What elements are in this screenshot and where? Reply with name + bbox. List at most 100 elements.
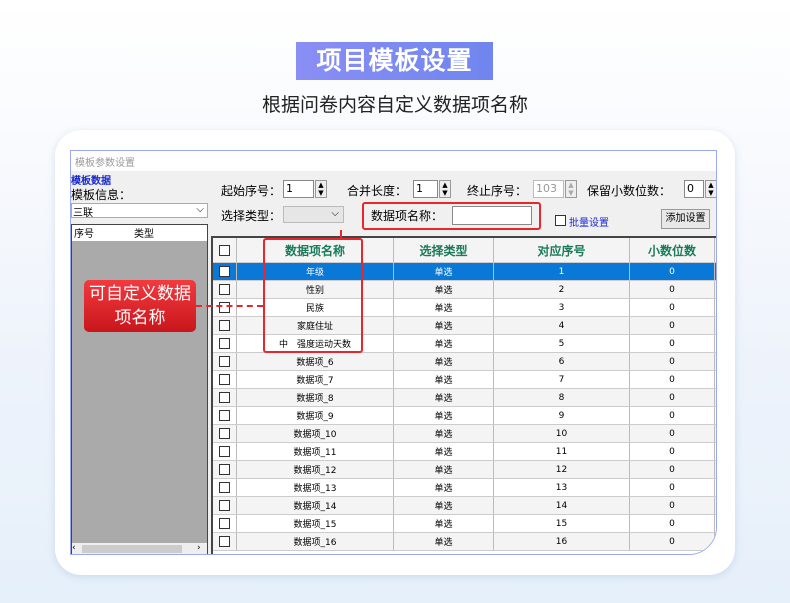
table-row[interactable]: 数据项_6 单选 6 0 [213,353,716,371]
merge-input[interactable]: 1 [413,180,438,198]
table-row[interactable]: 数据项_11 单选 11 0 [213,443,716,461]
decimals-spinner[interactable]: ▲ ▼ [705,180,716,198]
row-checkbox[interactable] [219,536,230,547]
cell-decimals: 0 [630,389,715,406]
group-label: 模板数据 [71,176,111,187]
row-checkbox[interactable] [219,428,230,439]
chevron-down-icon: ⌵ [196,204,204,215]
cell-name: 数据项_16 [237,533,394,550]
cell-decimals: 0 [630,443,715,460]
name-label: 数据项名称： [371,209,444,223]
cell-decimals: 0 [630,263,715,280]
cell-name: 中 强度运动天数 [237,335,394,352]
table-row[interactable]: 年级 单选 1 0 [213,263,716,281]
row-checkbox[interactable] [219,266,230,277]
table-row[interactable]: 民族 单选 3 0 [213,299,716,317]
scroll-left-icon[interactable]: ‹ [72,543,76,553]
cell-decimals: 0 [630,371,715,388]
table-row[interactable]: 数据项_7 单选 7 0 [213,371,716,389]
cell-decimals: 0 [630,425,715,442]
row-checkbox[interactable] [219,518,230,529]
table-row[interactable]: 家庭住址 单选 4 0 [213,317,716,335]
cell-seq: 3 [494,299,630,316]
row-checkbox[interactable] [219,482,230,493]
horizontal-scrollbar[interactable]: ‹ › [72,543,207,554]
table-row[interactable]: 数据项_12 单选 12 0 [213,461,716,479]
table-row[interactable]: 数据项_8 单选 8 0 [213,389,716,407]
decimals-input[interactable]: 0 [684,180,704,198]
cell-type: 单选 [394,263,494,280]
table-row[interactable]: 性别 单选 2 0 [213,281,716,299]
cell-seq: 10 [494,425,630,442]
merge-spinner[interactable]: ▲ ▼ [439,180,451,198]
cell-decimals: 0 [630,353,715,370]
cell-type: 单选 [394,533,494,550]
cell-name: 家庭住址 [237,317,394,334]
row-checkbox[interactable] [219,356,230,367]
row-checkbox[interactable] [219,392,230,403]
template-select[interactable]: 三联 ⌵ [71,203,208,219]
scroll-right-icon[interactable]: › [197,543,201,553]
cell-decimals: 0 [630,515,715,532]
cell-decimals: 0 [630,281,715,298]
batch-label[interactable]: 批量设置 [569,218,609,229]
cell-decimals: 0 [630,317,715,334]
cell-name: 数据项_12 [237,461,394,478]
table-row[interactable]: 数据项_16 单选 16 0 [213,533,716,551]
cell-type: 单选 [394,407,494,424]
scroll-thumb[interactable] [82,545,182,553]
cell-name: 民族 [237,299,394,316]
start-label: 起始序号： [221,184,282,198]
row-checkbox[interactable] [219,500,230,511]
row-checkbox[interactable] [219,464,230,475]
cell-type: 单选 [394,461,494,478]
row-checkbox[interactable] [219,320,230,331]
col-seq[interactable]: 对应序号 [494,238,630,262]
select-all-checkbox[interactable] [219,244,230,256]
cell-seq: 16 [494,533,630,550]
cell-name: 数据项_13 [237,479,394,496]
decimals-label: 保留小数位数： [587,184,672,198]
data-table: 数据项名称 选择类型 对应序号 小数位数 年级 单选 1 0 性别 单选 2 0 民族 单选 3 0 家… [211,236,716,554]
row-checkbox[interactable] [219,374,230,385]
template-list[interactable]: 序号 类型 ‹ › [71,224,208,554]
batch-checkbox[interactable] [555,215,566,226]
row-checkbox[interactable] [219,338,230,349]
cell-name: 数据项_7 [237,371,394,388]
callout-label: 可自定义数据项名称 [84,280,196,332]
cell-name: 数据项_8 [237,389,394,406]
add-setting-button[interactable]: 添加设置 [661,209,710,229]
settings-window: 模板参数设置 模板数据 模板信息： 三联 ⌵ 序号 类型 ‹ › 起始序号： 1 ▲ ▼… [70,150,717,555]
row-checkbox[interactable] [219,410,230,421]
page-title: 项目模板设置 [296,42,493,80]
table-row[interactable]: 数据项_14 单选 14 0 [213,497,716,515]
cell-type: 单选 [394,281,494,298]
cell-seq: 2 [494,281,630,298]
row-checkbox[interactable] [219,446,230,457]
cell-decimals: 0 [630,299,715,316]
start-input[interactable]: 1 [283,180,314,198]
type-select[interactable]: ⌵ [283,206,344,223]
cell-type: 单选 [394,497,494,514]
cell-name: 性别 [237,281,394,298]
cell-name: 数据项_15 [237,515,394,532]
page-subtitle: 根据问卷内容自定义数据项名称 [261,94,528,116]
col-type[interactable]: 选择类型 [394,238,494,262]
cell-type: 单选 [394,515,494,532]
cell-seq: 11 [494,443,630,460]
table-row[interactable]: 数据项_9 单选 9 0 [213,407,716,425]
table-row[interactable]: 数据项_15 单选 15 0 [213,515,716,533]
col-decimals[interactable]: 小数位数 [630,238,715,262]
table-row[interactable]: 数据项_10 单选 10 0 [213,425,716,443]
table-row[interactable]: 数据项_13 单选 13 0 [213,479,716,497]
start-spinner[interactable]: ▲ ▼ [315,180,327,198]
cell-decimals: 0 [630,497,715,514]
cell-seq: 7 [494,371,630,388]
table-row[interactable]: 中 强度运动天数 单选 5 0 [213,335,716,353]
cell-seq: 9 [494,407,630,424]
name-input[interactable] [452,206,532,225]
row-checkbox[interactable] [219,302,230,313]
row-checkbox[interactable] [219,284,230,295]
name-field-highlight [362,202,541,230]
col-name[interactable]: 数据项名称 [237,238,394,262]
